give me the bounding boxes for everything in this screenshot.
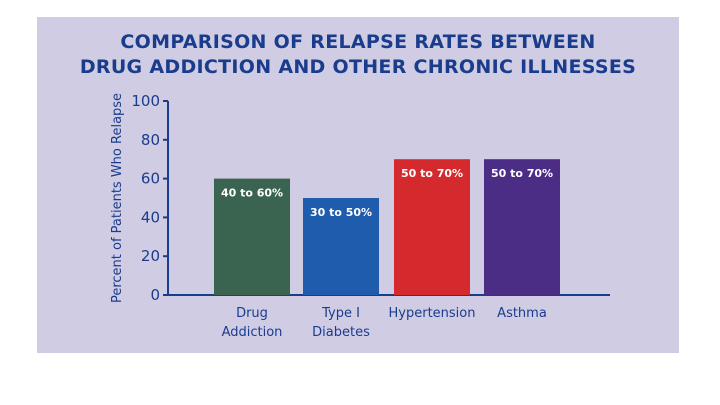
y-tick-label: 80 (141, 131, 160, 149)
x-category-label: Asthma (497, 306, 547, 321)
bar (394, 159, 470, 295)
chart-title-line-2: DRUG ADDICTION AND OTHER CHRONIC ILLNESS… (79, 56, 637, 78)
y-tick-label: 60 (141, 170, 160, 188)
bar-value-label: 50 to 70% (401, 167, 463, 180)
x-category-label: Diabetes (312, 325, 370, 340)
bar-value-label: 30 to 50% (310, 206, 372, 219)
x-category-label: Type I (321, 306, 360, 321)
bar (214, 178, 290, 295)
y-tick-label: 20 (141, 247, 160, 265)
y-axis-title: Percent of Patients Who Relapse (110, 93, 125, 303)
bar-value-label: 40 to 60% (221, 187, 283, 200)
y-tick-label: 40 (141, 208, 160, 226)
chart-panel (37, 17, 679, 353)
y-tick-label: 100 (131, 92, 160, 110)
x-category-label: Addiction (222, 325, 283, 340)
chart-title-line-1: COMPARISON OF RELAPSE RATES BETWEEN (120, 31, 596, 53)
x-category-label: Drug (236, 306, 268, 321)
x-category-label: Hypertension (389, 306, 476, 321)
bar-value-label: 50 to 70% (491, 167, 553, 180)
bar (303, 198, 379, 295)
y-tick-label: 0 (150, 286, 160, 304)
bar (484, 159, 560, 295)
